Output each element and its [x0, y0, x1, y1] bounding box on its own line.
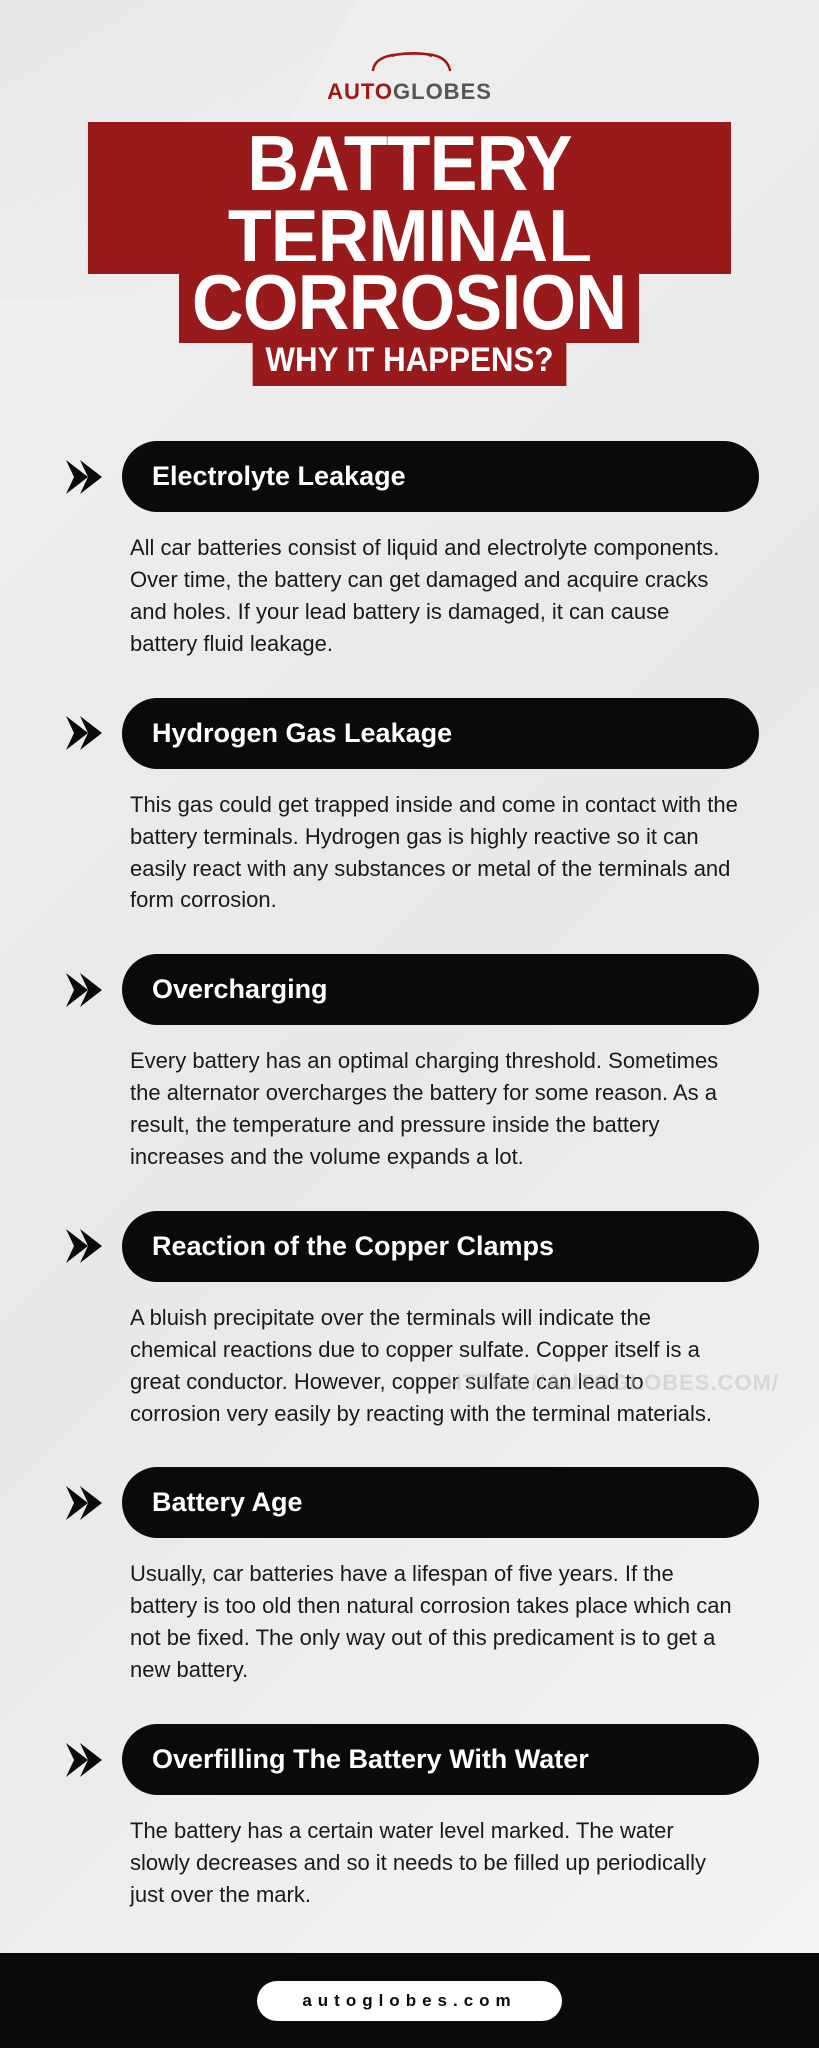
section-heading: Overcharging	[122, 954, 759, 1025]
section: Reaction of the Copper Clamps A bluish p…	[60, 1211, 759, 1430]
section-heading: Overfilling The Battery With Water	[122, 1724, 759, 1795]
logo-globes: GLOBES	[393, 79, 492, 104]
section: Battery Age Usually, car batteries have …	[60, 1467, 759, 1686]
main-title: BATTERY TERMINAL CORROSION	[60, 130, 759, 335]
section-body: This gas could get trapped inside and co…	[60, 789, 759, 917]
chevron-icon	[60, 712, 102, 754]
section-heading: Hydrogen Gas Leakage	[122, 698, 759, 769]
section-header: Overfilling The Battery With Water	[60, 1724, 759, 1795]
section: Overfilling The Battery With Water The b…	[60, 1724, 759, 1911]
chevron-icon	[60, 1739, 102, 1781]
watermark: HTTPS://AUTOGLOBES.COM/	[446, 1370, 779, 1396]
subtitle-wrap: WHY IT HAPPENS?	[60, 345, 759, 386]
section-header: Battery Age	[60, 1467, 759, 1538]
title-line-2: CORROSION	[179, 261, 639, 343]
sections-list: Electrolyte Leakage All car batteries co…	[60, 441, 759, 1910]
logo-wrap: AUTOGLOBES	[327, 50, 492, 105]
chevron-icon	[60, 456, 102, 498]
subtitle: WHY IT HAPPENS?	[253, 339, 567, 386]
section: Overcharging Every battery has an optima…	[60, 954, 759, 1173]
section-body: All car batteries consist of liquid and …	[60, 532, 759, 660]
section: Hydrogen Gas Leakage This gas could get …	[60, 698, 759, 917]
chevron-icon	[60, 1482, 102, 1524]
page-container: AUTOGLOBES BATTERY TERMINAL CORROSION WH…	[0, 0, 819, 1911]
footer-url: autoglobes.com	[257, 1981, 561, 2021]
section-body: The battery has a certain water level ma…	[60, 1815, 759, 1911]
section: Electrolyte Leakage All car batteries co…	[60, 441, 759, 660]
logo-auto: AUTO	[327, 79, 393, 104]
section-header: Electrolyte Leakage	[60, 441, 759, 512]
section-body: Usually, car batteries have a lifespan o…	[60, 1558, 759, 1686]
section-header: Reaction of the Copper Clamps	[60, 1211, 759, 1282]
logo-text: AUTOGLOBES	[327, 79, 492, 105]
section-header: Hydrogen Gas Leakage	[60, 698, 759, 769]
section-heading: Reaction of the Copper Clamps	[122, 1211, 759, 1282]
title-line-1: BATTERY TERMINAL	[88, 122, 731, 274]
section-heading: Electrolyte Leakage	[122, 441, 759, 512]
section-body: Every battery has an optimal charging th…	[60, 1045, 759, 1173]
section-heading: Battery Age	[122, 1467, 759, 1538]
chevron-icon	[60, 969, 102, 1011]
logo-block: AUTOGLOBES	[60, 50, 759, 105]
footer-bar: autoglobes.com	[0, 1953, 819, 2048]
section-header: Overcharging	[60, 954, 759, 1025]
car-outline-icon	[365, 50, 455, 72]
section-body: A bluish precipitate over the terminals …	[60, 1302, 759, 1430]
chevron-icon	[60, 1225, 102, 1267]
